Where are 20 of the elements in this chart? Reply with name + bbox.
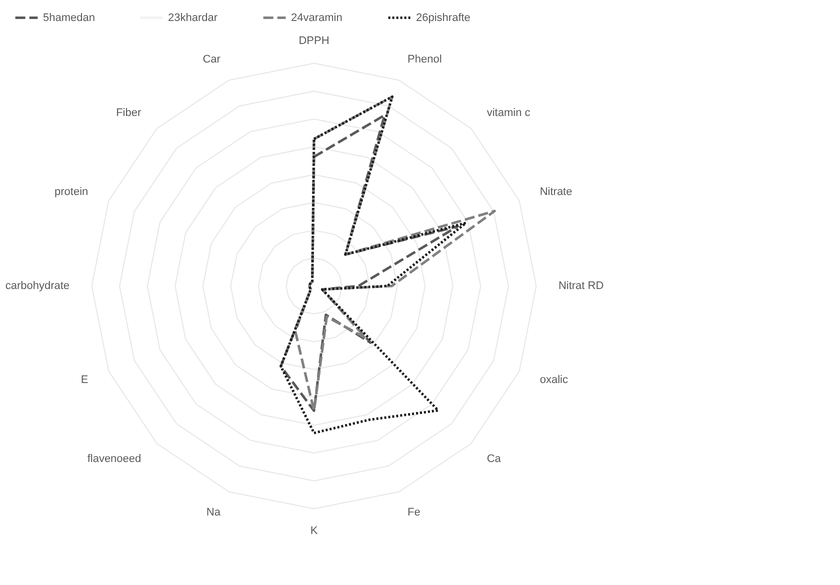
spoke-label: oxalic	[540, 374, 568, 386]
spoke-label: Nitrat RD	[558, 280, 604, 292]
spoke-label: flavenoeed	[87, 453, 142, 466]
spoke-label: Fiber	[116, 106, 142, 119]
spoke-label: Ca	[486, 453, 502, 466]
spoke-label: Car	[202, 54, 221, 66]
spoke-label: carbohydrate	[5, 280, 70, 292]
legend-label: 24varamin	[291, 12, 342, 24]
legend-label: 26pishrafte	[416, 12, 470, 24]
legend-label: 23khardar	[168, 12, 218, 24]
legend-label: 5hamedan	[43, 12, 95, 24]
spoke-label: vitamin c	[486, 106, 531, 119]
spoke-label: E	[80, 374, 88, 386]
spoke-label: Nitrate	[540, 186, 572, 198]
spoke-label: protein	[54, 186, 88, 198]
spoke-label: K	[310, 525, 318, 537]
spoke-label: DPPH	[298, 35, 330, 47]
spoke-label: Fe	[408, 506, 420, 518]
spoke-label: Na	[206, 506, 222, 518]
spoke-label: Phenol	[408, 54, 442, 66]
